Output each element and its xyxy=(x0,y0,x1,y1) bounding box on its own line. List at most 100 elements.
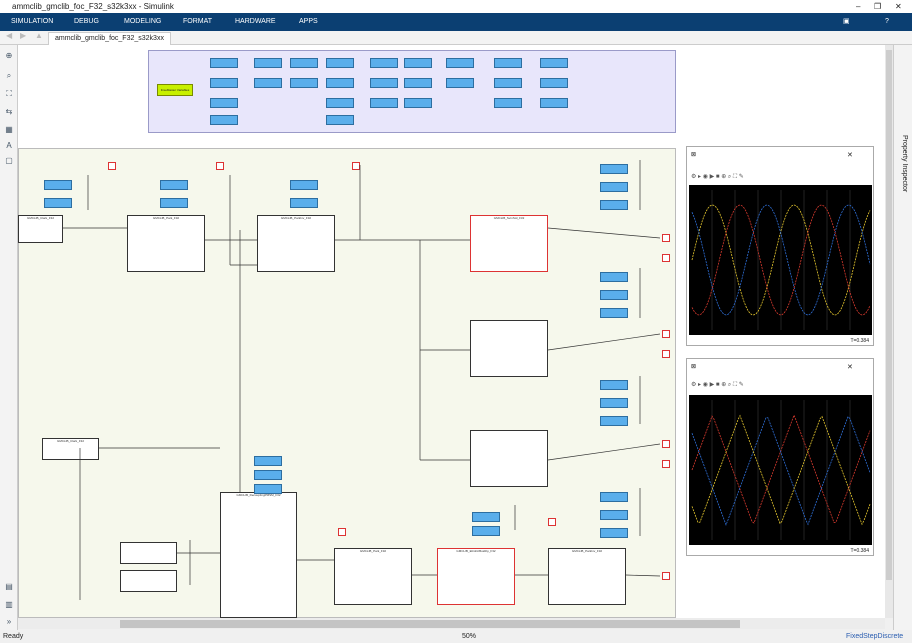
variable-block[interactable] xyxy=(210,78,238,88)
variable-block[interactable] xyxy=(600,510,628,520)
model-browser-icon[interactable]: ▤ xyxy=(5,582,13,591)
variable-block[interactable] xyxy=(540,58,568,68)
variable-block[interactable] xyxy=(326,98,354,108)
output-port-block[interactable] xyxy=(662,234,670,242)
variable-block[interactable] xyxy=(600,272,628,282)
variable-block[interactable] xyxy=(472,526,500,536)
tab-model[interactable]: ammclib_gmclib_foc_F32_s32k3xx xyxy=(48,32,171,45)
variable-block[interactable] xyxy=(210,115,238,125)
output-port-block[interactable] xyxy=(662,440,670,448)
variable-block[interactable] xyxy=(290,198,318,208)
variable-block[interactable] xyxy=(600,398,628,408)
variable-block[interactable] xyxy=(210,98,238,108)
close-button[interactable]: ✕ xyxy=(895,2,902,11)
menu-debug[interactable]: DEBUG xyxy=(74,18,99,25)
output-port-block[interactable] xyxy=(108,162,116,170)
variable-block[interactable] xyxy=(44,198,72,208)
zoom-icon[interactable]: ⌕ xyxy=(6,71,12,80)
scope-toolbar[interactable]: ⚙ ▸ ◉ ▶ ■ ⊕ ⌕ ⛶ ✎ xyxy=(691,382,744,388)
variable-block[interactable] xyxy=(600,416,628,426)
subsystem-block[interactable] xyxy=(470,430,548,487)
variable-block[interactable] xyxy=(404,98,432,108)
horizontal-scroll-thumb[interactable] xyxy=(120,620,740,628)
area-icon[interactable]: ▢ xyxy=(5,156,13,165)
variable-block[interactable] xyxy=(600,380,628,390)
output-port-block[interactable] xyxy=(662,572,670,580)
variable-block[interactable] xyxy=(254,484,282,494)
variable-block[interactable] xyxy=(254,78,282,88)
output-port-block[interactable] xyxy=(662,350,670,358)
solver-link[interactable]: FixedStepDiscrete xyxy=(846,633,904,640)
variable-block[interactable] xyxy=(600,290,628,300)
variable-block[interactable] xyxy=(160,180,188,190)
image-icon[interactable]: ▦ xyxy=(5,125,13,134)
subsystem-block[interactable]: GMCLIB_ElimDcBusRip_F32 xyxy=(437,548,515,605)
variable-block[interactable] xyxy=(290,58,318,68)
output-port-block[interactable] xyxy=(548,518,556,526)
variable-block[interactable] xyxy=(44,180,72,190)
subsystem-block[interactable] xyxy=(470,320,548,377)
variable-block[interactable] xyxy=(600,164,628,174)
variable-block[interactable] xyxy=(472,512,500,522)
output-port-block[interactable] xyxy=(216,162,224,170)
variable-block[interactable] xyxy=(290,180,318,190)
subsystem-block[interactable]: GMCLIB_ParkInv_F32 xyxy=(548,548,626,605)
property-inspector-tab[interactable]: Property Inspector xyxy=(893,45,912,630)
subsystem-block[interactable]: GMCLIB_Clark_F32 xyxy=(42,438,99,460)
variable-block[interactable] xyxy=(494,98,522,108)
variable-block[interactable] xyxy=(600,528,628,538)
output-port-block[interactable] xyxy=(662,460,670,468)
variable-block[interactable] xyxy=(600,492,628,502)
variable-block[interactable] xyxy=(254,58,282,68)
up-icon[interactable]: ▲ xyxy=(35,31,43,40)
variable-block[interactable] xyxy=(494,78,522,88)
help-icon[interactable]: ? xyxy=(885,18,889,25)
forward-icon[interactable]: ▶ xyxy=(20,31,27,40)
menu-format[interactable]: FORMAT xyxy=(183,18,213,25)
maximize-button[interactable]: ❐ xyxy=(874,2,882,11)
menu-apps[interactable]: APPS xyxy=(299,18,318,25)
variable-block[interactable] xyxy=(326,58,354,68)
variable-block[interactable] xyxy=(370,98,398,108)
arrows-icon[interactable]: ⇆ xyxy=(5,107,13,116)
output-port-block[interactable] xyxy=(662,330,670,338)
subsystem-block[interactable]: GMCLIB_ParkInv_F32 xyxy=(257,215,335,272)
variable-block[interactable] xyxy=(254,456,282,466)
variable-block[interactable] xyxy=(600,182,628,192)
variable-block[interactable] xyxy=(600,308,628,318)
variable-block[interactable] xyxy=(370,58,398,68)
variable-block[interactable] xyxy=(446,78,474,88)
variable-block[interactable] xyxy=(326,115,354,125)
subsystem-block[interactable]: GMCLIB_Park_F32 xyxy=(127,215,205,272)
variable-block[interactable] xyxy=(370,78,398,88)
variable-block[interactable] xyxy=(210,58,238,68)
camera-icon[interactable]: ▥ xyxy=(5,600,13,609)
variable-block[interactable] xyxy=(254,470,282,480)
fit-view-icon[interactable]: ⛶ xyxy=(6,89,12,98)
scope-window-2[interactable]: ⊠ ✕ ⚙ ▸ ◉ ▶ ■ ⊕ ⌕ ⛶ ✎ T=0.384 xyxy=(686,358,874,556)
menu-simulation[interactable]: SIMULATION xyxy=(11,18,54,25)
minimize-button[interactable]: – xyxy=(856,2,861,11)
scope-close-button[interactable]: ✕ xyxy=(847,152,853,159)
scope-close-button[interactable]: ✕ xyxy=(847,364,853,371)
variable-block[interactable] xyxy=(326,78,354,88)
variable-block[interactable] xyxy=(160,198,188,208)
menu-hardware[interactable]: HARDWARE xyxy=(235,18,276,25)
subsystem-block[interactable] xyxy=(120,542,177,564)
variable-block[interactable] xyxy=(540,78,568,88)
annotation-icon[interactable]: A xyxy=(6,141,12,150)
save-icon[interactable]: ▣ xyxy=(843,18,850,25)
hide-browser-icon[interactable]: ⊕ xyxy=(5,51,13,60)
scope-window-1[interactable]: ⊠ ✕ ⚙ ▸ ◉ ▶ ■ ⊕ ⌕ ⛶ ✎ T=0.384 xyxy=(686,146,874,346)
output-port-block[interactable] xyxy=(352,162,360,170)
vertical-scroll-thumb[interactable] xyxy=(886,50,892,580)
variable-block[interactable] xyxy=(404,78,432,88)
variable-block[interactable] xyxy=(600,200,628,210)
variable-block[interactable] xyxy=(290,78,318,88)
variable-block[interactable] xyxy=(446,58,474,68)
variable-block[interactable] xyxy=(540,98,568,108)
subsystem-block[interactable]: GMCLIB_Park_F32 xyxy=(334,548,412,605)
menu-modeling[interactable]: MODELING xyxy=(124,18,162,25)
expand-icon[interactable]: » xyxy=(6,617,12,626)
subsystem-block[interactable]: GMCLIB_Clark_F32 xyxy=(18,215,63,243)
